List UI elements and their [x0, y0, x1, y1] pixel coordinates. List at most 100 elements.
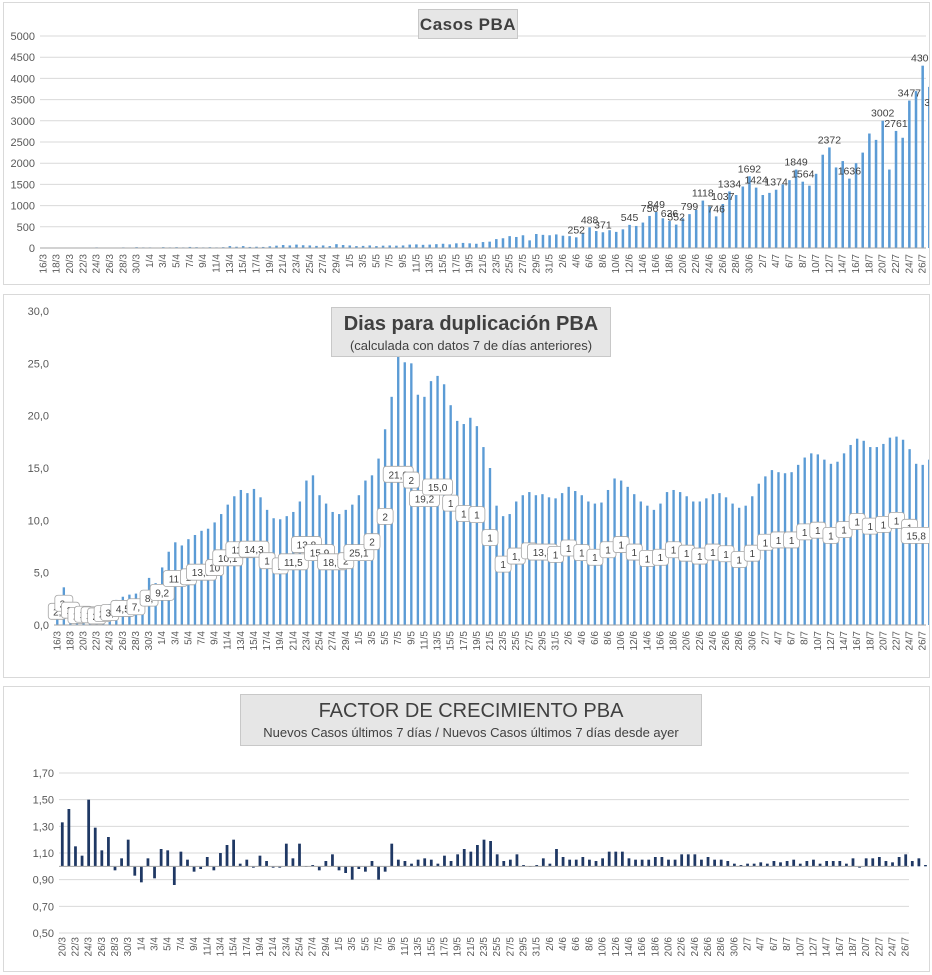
y-tick-label: 3000	[11, 116, 35, 128]
x-tick-label: 25/5	[511, 631, 522, 651]
data-label: 545	[621, 212, 639, 224]
data-label-group: 15,0	[422, 478, 453, 496]
bar	[774, 189, 778, 248]
x-tick-label: 26/6	[721, 631, 732, 651]
data-label: 1334	[718, 178, 742, 190]
x-tick-label: 24/7	[888, 937, 899, 957]
x-tick-label: 12/7	[824, 254, 835, 274]
bar	[614, 231, 618, 248]
bar	[508, 859, 512, 867]
data-label: 3250	[924, 97, 929, 109]
bar	[798, 863, 802, 867]
bar	[904, 854, 908, 867]
data-label: 1	[763, 538, 769, 549]
bar	[335, 244, 338, 248]
bar	[212, 866, 216, 871]
x-tick-label: 17/4	[242, 937, 253, 957]
data-label: 1	[461, 509, 467, 520]
bar	[848, 178, 851, 248]
y-tick-label: 20,0	[28, 411, 49, 423]
data-label: 746	[707, 203, 725, 215]
data-label: 1	[487, 534, 493, 545]
data-label: 2372	[818, 134, 842, 146]
x-tick-label: 26/7	[918, 254, 929, 274]
data-label: 1	[815, 526, 821, 537]
x-tick-label: 14/7	[839, 631, 850, 651]
bar	[370, 861, 374, 867]
y-tick-label: 0,90	[33, 875, 54, 887]
bar	[654, 212, 658, 248]
bar	[868, 133, 871, 248]
bar	[764, 476, 767, 625]
bar	[396, 859, 400, 867]
bar	[648, 215, 651, 248]
bar	[428, 244, 431, 248]
x-tick-label: 25/4	[315, 631, 326, 651]
data-label: 14,3	[244, 545, 264, 556]
x-tick-label: 20/7	[861, 937, 872, 957]
bar	[364, 866, 367, 872]
x-tick-label: 21/5	[478, 254, 489, 274]
x-tick-label: 6/6	[571, 937, 582, 951]
x-tick-label: 12/7	[826, 631, 837, 651]
bar	[884, 861, 888, 867]
x-tick-label: 3/5	[367, 631, 378, 645]
x-tick-label: 3/5	[358, 254, 369, 268]
bar	[841, 161, 844, 248]
bar	[488, 468, 492, 625]
bar	[574, 859, 578, 867]
bar	[588, 859, 591, 867]
data-label: 2761	[884, 118, 908, 130]
bar	[368, 245, 372, 248]
x-tick-label: 21/5	[485, 631, 496, 651]
y-tick-label: 500	[17, 222, 35, 234]
x-tick-label: 17/5	[451, 254, 462, 274]
data-label-group: 1	[442, 494, 460, 512]
data-label: 1	[867, 522, 873, 533]
x-tick-label: 27/5	[524, 631, 535, 651]
bar	[673, 859, 677, 867]
x-tick-label: 25/5	[505, 254, 516, 274]
x-tick-label: 7/5	[374, 937, 385, 951]
bar	[475, 243, 478, 248]
data-label: 1849	[784, 157, 808, 169]
x-tick-label: 10/7	[813, 631, 824, 651]
bar	[693, 854, 697, 867]
data-label-group: 1	[835, 521, 853, 538]
bar	[436, 863, 440, 867]
x-tick-label: 2/7	[743, 937, 754, 951]
bar	[188, 246, 192, 248]
x-tick-label: 31/5	[532, 937, 543, 957]
x-tick-label: 16/7	[851, 254, 862, 274]
data-label-box	[363, 533, 381, 551]
x-tick-label: 28/6	[734, 631, 745, 651]
bar	[515, 854, 519, 867]
data-label: 1	[618, 541, 624, 552]
bar	[232, 839, 235, 867]
bar	[894, 130, 898, 248]
bar	[67, 809, 71, 867]
x-tick-label: 18/7	[864, 254, 875, 274]
bar	[377, 866, 380, 880]
bar	[741, 186, 745, 248]
x-tick-label: 18/3	[65, 631, 76, 651]
x-tick-label: 10/6	[598, 937, 609, 957]
data-label: 1	[881, 520, 887, 531]
x-tick-label: 18/6	[665, 254, 676, 274]
y-tick-label: 1500	[11, 179, 35, 191]
x-tick-label: 31/5	[551, 631, 562, 651]
data-label: 13,1	[192, 568, 212, 579]
bar	[166, 850, 170, 867]
x-tick-label: 26/3	[118, 631, 129, 651]
x-tick-label: 3/4	[170, 631, 181, 645]
x-tick-label: 19/5	[453, 937, 464, 957]
x-tick-label: 2/6	[558, 254, 569, 268]
bar	[674, 224, 678, 248]
x-tick-label: 7/4	[185, 254, 196, 268]
bar	[765, 863, 769, 867]
y-tick-label: 15,0	[28, 463, 49, 475]
bar	[535, 234, 538, 248]
x-tick-label: 15/5	[438, 254, 449, 274]
bar	[245, 859, 249, 867]
x-tick-label: 7/5	[385, 254, 396, 268]
